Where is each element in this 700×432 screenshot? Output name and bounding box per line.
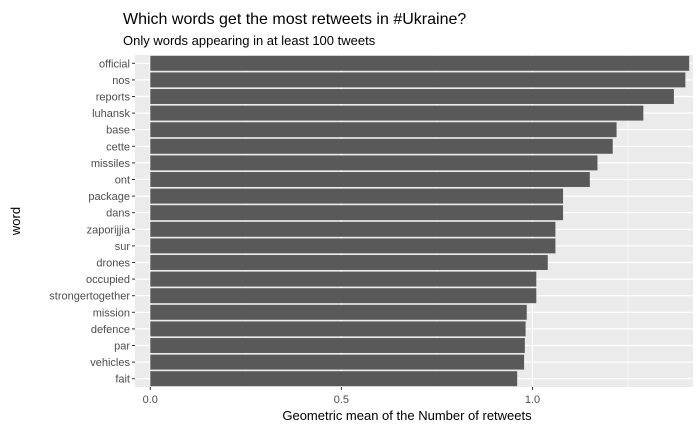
x-axis-ticks: 0.0 0.5 1.0	[143, 387, 540, 406]
y-tick-label-base: base	[106, 125, 130, 137]
x-tick-label: 0.0	[143, 394, 158, 406]
y-tick-label-dans: dans	[106, 208, 130, 220]
bar-official	[150, 55, 690, 71]
y-tick-label-occupied: occupied	[86, 274, 130, 286]
y-tick-label-cette: cette	[106, 141, 130, 153]
bar-reports	[150, 89, 674, 104]
bar-sur	[150, 238, 556, 254]
bar-luhansk	[150, 105, 644, 121]
plot-panel	[135, 55, 693, 387]
bar-occupied	[150, 271, 537, 287]
bar-mission	[150, 304, 527, 320]
bar-ont	[150, 172, 590, 187]
bar-missiles	[150, 155, 598, 171]
bar-vehicles	[150, 354, 525, 370]
y-tick-label-strongertogether: strongertogether	[49, 291, 130, 303]
y-tick-label-fait: fait	[115, 374, 130, 386]
y-tick-label-par: par	[114, 341, 130, 353]
y-tick-label-drones: drones	[96, 258, 130, 270]
bar-drones	[150, 255, 548, 270]
y-tick-label-nos: nos	[112, 75, 130, 87]
bar-defence	[150, 321, 526, 337]
y-tick-label-official: official	[99, 58, 130, 70]
bar-base	[150, 122, 617, 138]
y-tick-label-mission: mission	[93, 307, 130, 319]
bar-par	[150, 338, 525, 353]
y-tick-label-missiles: missiles	[91, 158, 131, 170]
y-tick-label-luhansk: luhansk	[92, 108, 130, 120]
bar-cette	[150, 138, 613, 154]
y-axis-title: word	[8, 207, 23, 236]
y-tick-label-ont: ont	[115, 175, 130, 187]
bar-fait	[150, 371, 518, 387]
y-tick-label-vehicles: vehicles	[90, 357, 130, 369]
chart-subtitle: Only words appearing in at least 100 twe…	[123, 33, 376, 48]
y-tick-label-package: package	[88, 191, 130, 203]
y-tick-label-zaporijjia: zaporijjia	[87, 224, 131, 236]
y-axis-ticks: official nos reports luhansk base cette missil…	[49, 58, 135, 386]
bar-zaporijjia	[150, 221, 556, 237]
y-tick-label-defence: defence	[91, 324, 130, 336]
chart-title: Which words get the most retweets in #Uk…	[123, 11, 466, 28]
bar-package	[150, 188, 564, 204]
x-tick-label: 1.0	[525, 394, 540, 406]
bar-dans	[150, 205, 564, 221]
x-tick-label: 0.5	[334, 394, 349, 406]
y-tick-label-reports: reports	[96, 92, 131, 104]
bar-strongertogether	[150, 288, 537, 304]
bars	[150, 55, 690, 387]
bar-nos	[150, 72, 686, 88]
x-axis-title: Geometric mean of the Number of retweets	[282, 408, 532, 423]
y-tick-label-sur: sur	[115, 241, 131, 253]
